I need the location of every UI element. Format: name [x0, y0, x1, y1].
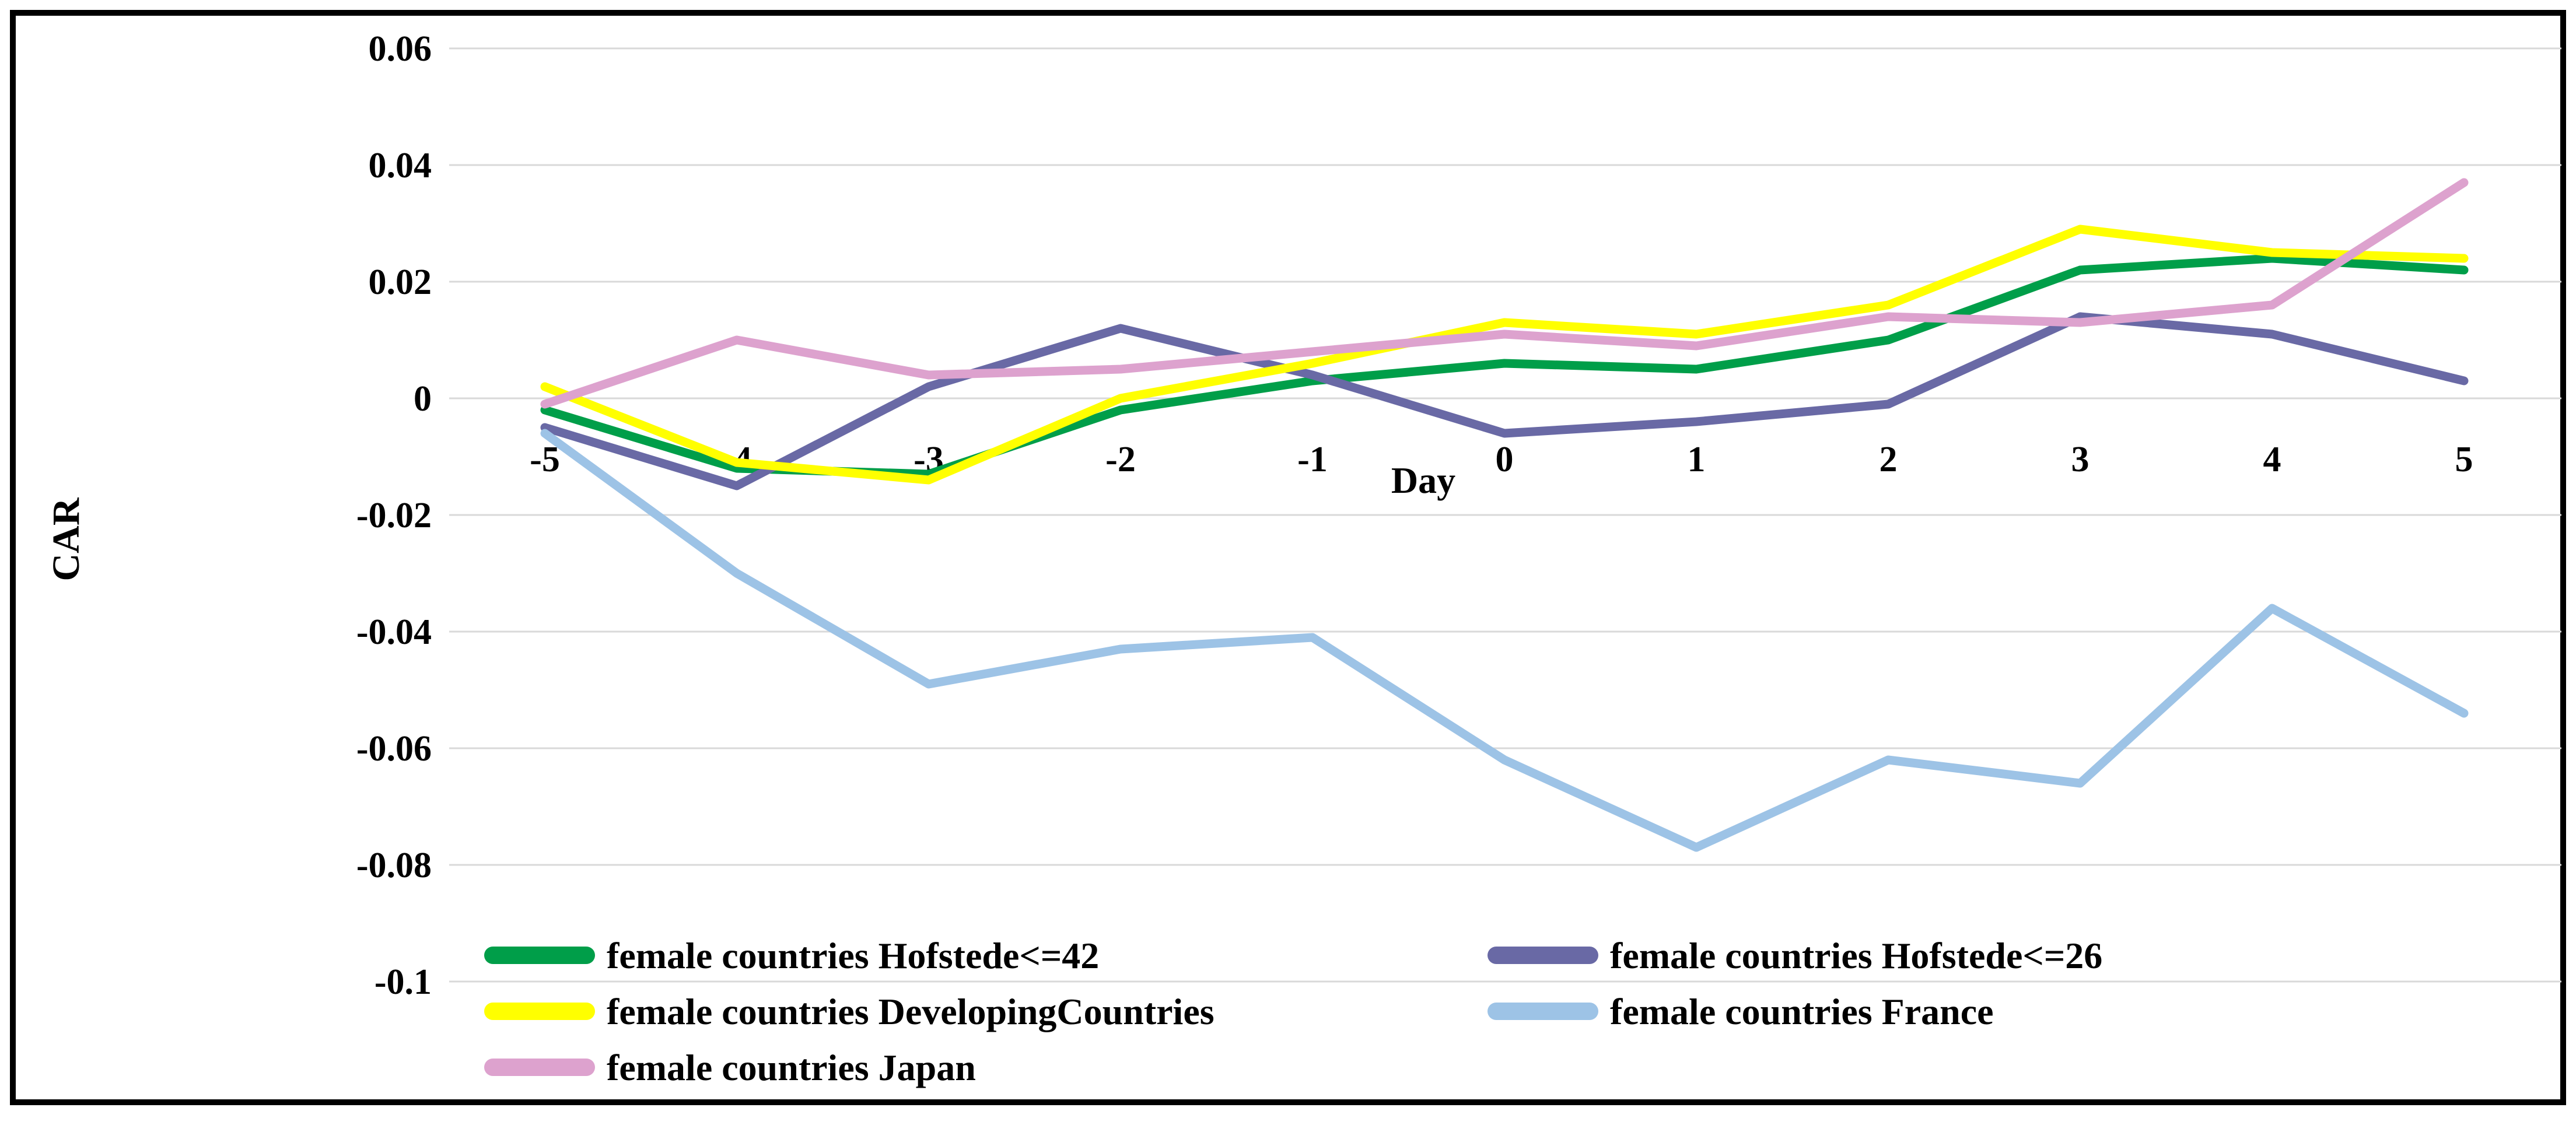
series-lines-group [540, 178, 2469, 852]
x-axis-title: Day [1391, 460, 1455, 501]
legend-label: female countries Hofstede<=42 [607, 935, 1099, 976]
x-tick-label: 0 [1496, 440, 1514, 479]
x-tick-label: 4 [2263, 440, 2281, 479]
y-axis-title: CAR [45, 497, 88, 581]
x-tick-label: 2 [1880, 440, 1898, 479]
legend-label: female countries DevelopingCountries [607, 991, 1214, 1032]
series-line-female-countries-hofstede-26 [540, 312, 2469, 490]
y-tick-label: -0.02 [356, 496, 432, 535]
y-tick-label: 0.04 [369, 146, 432, 185]
chart-border [10, 10, 2566, 1105]
x-tick-label: -1 [1297, 440, 1328, 479]
legend: female countries Hofstede<=42 female coun… [484, 935, 2102, 1088]
x-tick-label: 1 [1688, 440, 1706, 479]
series-line-female-countries-france [540, 429, 2469, 852]
x-tick-label: 3 [2071, 440, 2090, 479]
y-tick-label: 0 [414, 379, 432, 419]
y-tick-label: 0.02 [369, 262, 432, 302]
y-tick-label: -0.08 [356, 846, 432, 885]
y-axis-tick-labels: 0.06 0.04 0.02 0 -0.02 -0.04 -0.06 -0.08 -0.1 [356, 29, 432, 1002]
y-tick-label: -0.06 [356, 729, 432, 769]
x-tick-label: 5 [2455, 440, 2473, 479]
series-line-female-countries-developingcountries [540, 225, 2469, 485]
x-tick-label: -5 [530, 440, 560, 479]
y-tick-label: 0.06 [369, 29, 432, 69]
legend-label: female countries France [1610, 991, 1994, 1032]
legend-label: female countries Japan [607, 1047, 976, 1088]
y-tick-label: -0.04 [356, 612, 432, 652]
series-line-female-countries-japan [540, 178, 2469, 409]
y-tick-label: -0.1 [374, 962, 432, 1002]
legend-label: female countries Hofstede<=26 [1610, 935, 2102, 976]
x-tick-label: -2 [1105, 440, 1136, 479]
gridline-group [449, 47, 2561, 983]
